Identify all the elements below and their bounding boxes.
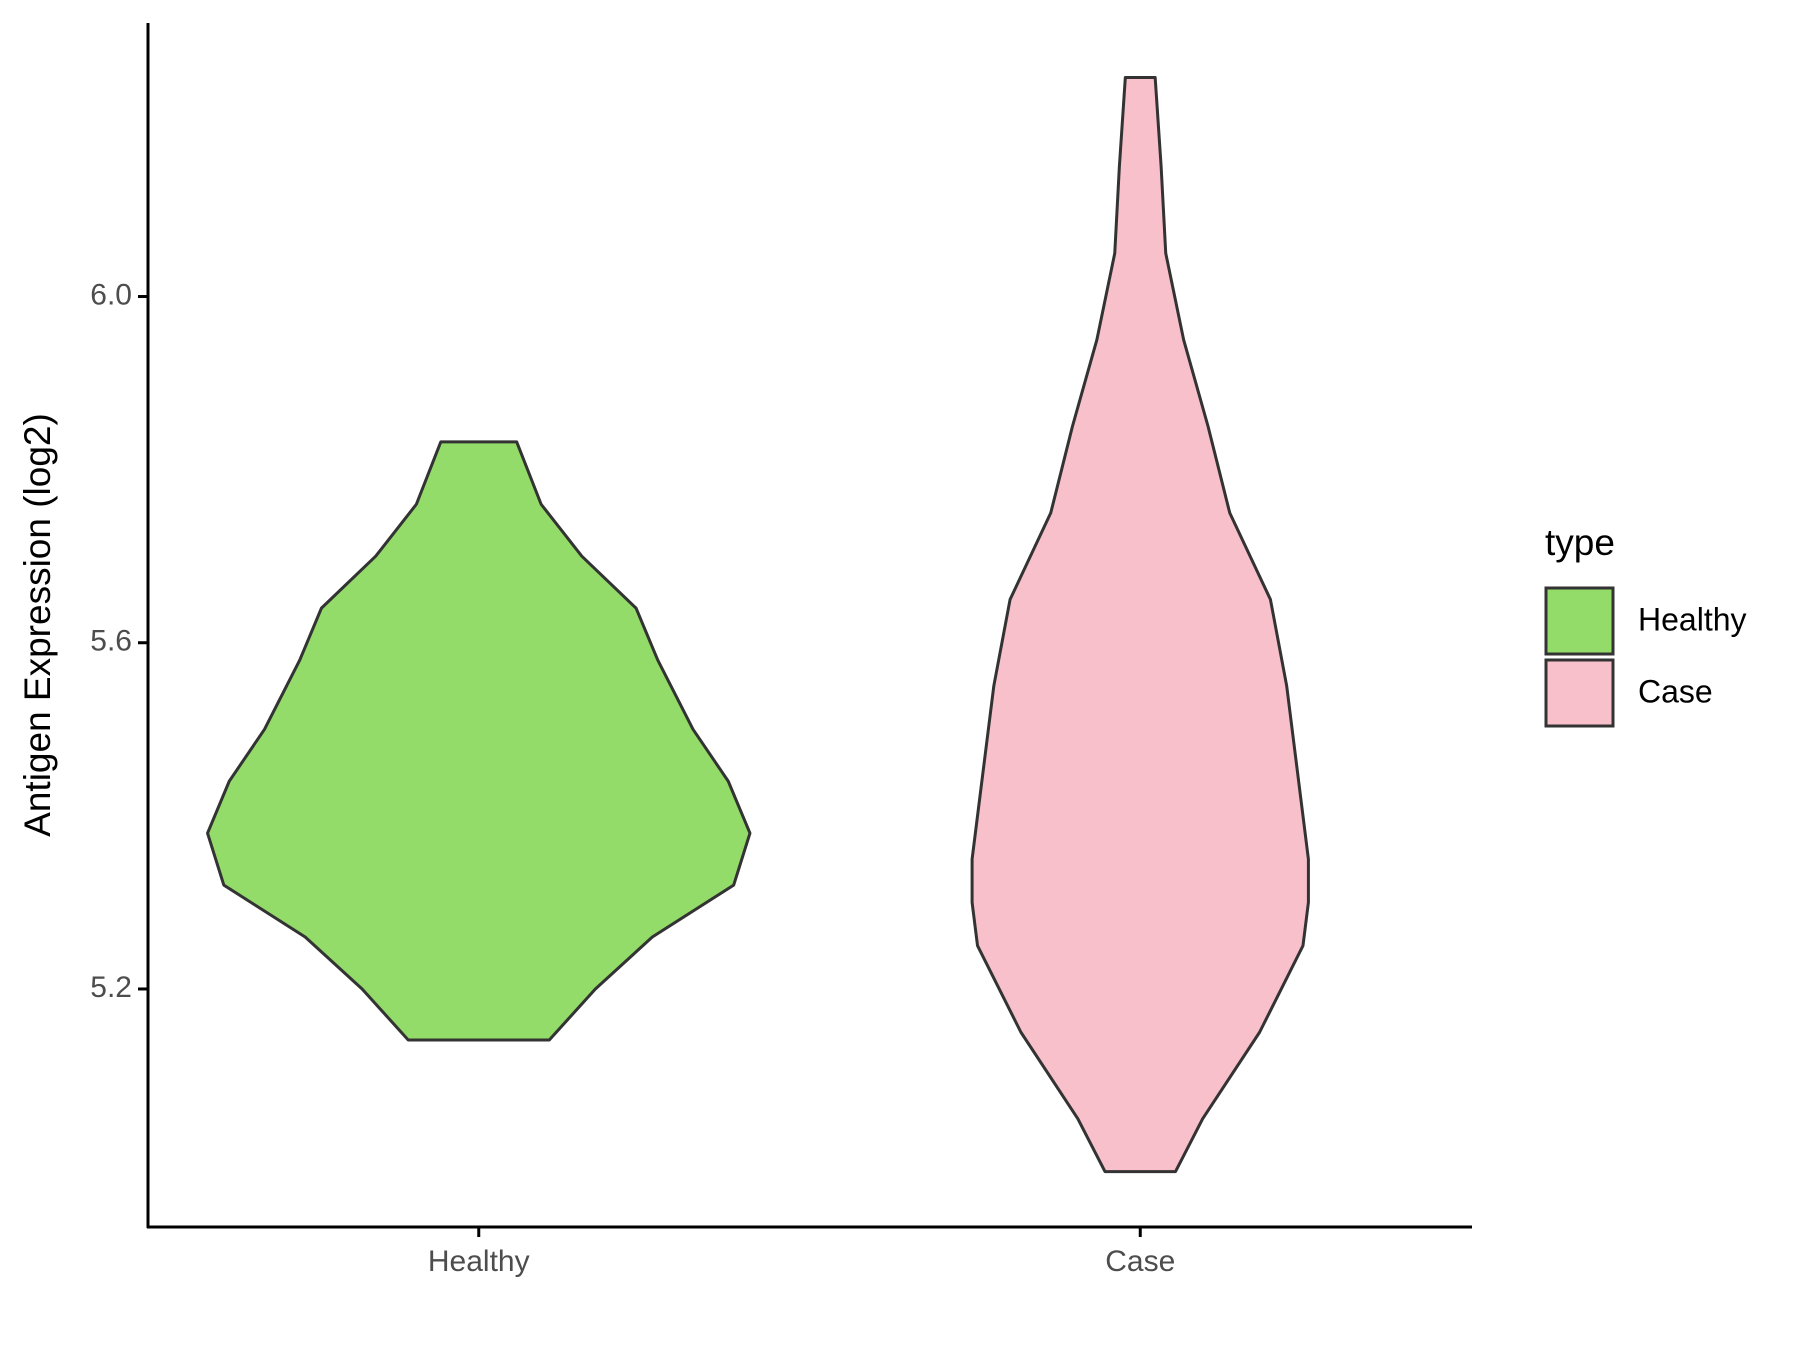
violin	[970, 76, 1310, 1174]
x-tick-label: Case	[1105, 1245, 1175, 1278]
legend-key	[1544, 586, 1615, 656]
violin	[206, 440, 752, 1042]
x-tick-label: Healthy	[428, 1245, 530, 1278]
y-axis-title: Antigen Expression (log2)	[17, 413, 58, 837]
legend-label: Case	[1638, 673, 1713, 709]
y-tick-label: 5.6	[90, 625, 132, 658]
y-tick-label: 5.2	[90, 971, 132, 1004]
legend-key	[1544, 658, 1615, 728]
legend-title: type	[1545, 522, 1615, 563]
legend-label: Healthy	[1638, 601, 1747, 637]
y-tick-label: 6.0	[90, 278, 132, 311]
